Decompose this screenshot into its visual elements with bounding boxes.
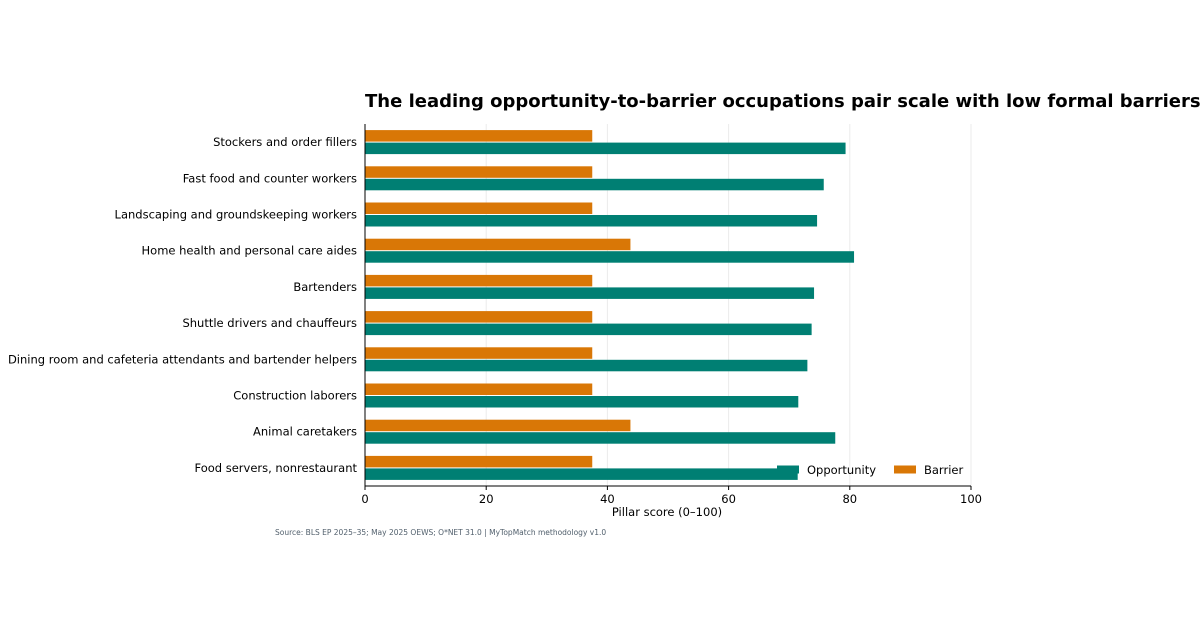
- opportunity-bar: [365, 142, 846, 155]
- axes-layer: Stockers and order fillers Fast food and …: [8, 124, 982, 506]
- x-axis-label: Pillar score (0–100): [612, 505, 722, 519]
- barrier-bar: [365, 202, 593, 214]
- legend-swatch: [777, 465, 799, 474]
- legend: Opportunity Barrier: [777, 463, 963, 477]
- x-tick-label: 0: [361, 492, 368, 506]
- barrier-bar: [365, 419, 631, 432]
- category-tick-label: Stockers and order fillers: [213, 135, 357, 149]
- x-tick-label: 60: [721, 492, 736, 506]
- opportunity-bar: [365, 468, 798, 480]
- barrier-bar: [365, 383, 593, 395]
- barrier-bar: [365, 238, 631, 251]
- legend-swatch: [894, 465, 916, 474]
- x-tick-label: 100: [960, 492, 982, 506]
- opportunity-bar: [365, 215, 818, 227]
- barrier-bar: [365, 347, 593, 359]
- category-tick-label: Food servers, nonrestaurant: [194, 461, 357, 475]
- barrier-bar: [365, 130, 593, 142]
- category-tick-label: Construction laborers: [233, 389, 357, 403]
- category-tick-label: Bartenders: [293, 280, 357, 294]
- barrier-bar: [365, 311, 593, 323]
- category-tick-label: Home health and personal care aides: [142, 244, 357, 258]
- barrier-bar: [365, 455, 593, 468]
- category-tick-label: Animal caretakers: [253, 425, 357, 439]
- x-tick-label: 20: [479, 492, 494, 506]
- bars-layer: [365, 130, 855, 480]
- opportunity-bar: [365, 287, 815, 299]
- legend-label: Barrier: [924, 463, 963, 477]
- source-note: Source: BLS EP 2025–35; May 2025 OEWS; O…: [275, 528, 606, 537]
- x-tick-label: 40: [600, 492, 615, 506]
- category-tick-label: Fast food and counter workers: [183, 171, 357, 185]
- barrier-bar: [365, 166, 593, 178]
- category-tick-label: Landscaping and groundskeeping workers: [115, 208, 357, 222]
- grid-layer: [364, 124, 972, 486]
- chart-title: The leading opportunity-to-barrier occup…: [365, 91, 1200, 112]
- opportunity-bar: [365, 396, 799, 408]
- x-tick-label: 80: [842, 492, 857, 506]
- opportunity-bar: [365, 359, 808, 372]
- category-tick-label: Dining room and cafeteria attendants and…: [8, 352, 357, 366]
- opportunity-bar: [365, 323, 812, 336]
- category-tick-label: Shuttle drivers and chauffeurs: [182, 316, 357, 330]
- barrier-bar: [365, 274, 593, 287]
- opportunity-bar: [365, 432, 836, 444]
- legend-label: Opportunity: [807, 463, 876, 477]
- opportunity-bar: [365, 251, 855, 263]
- opportunity-bar: [365, 178, 824, 191]
